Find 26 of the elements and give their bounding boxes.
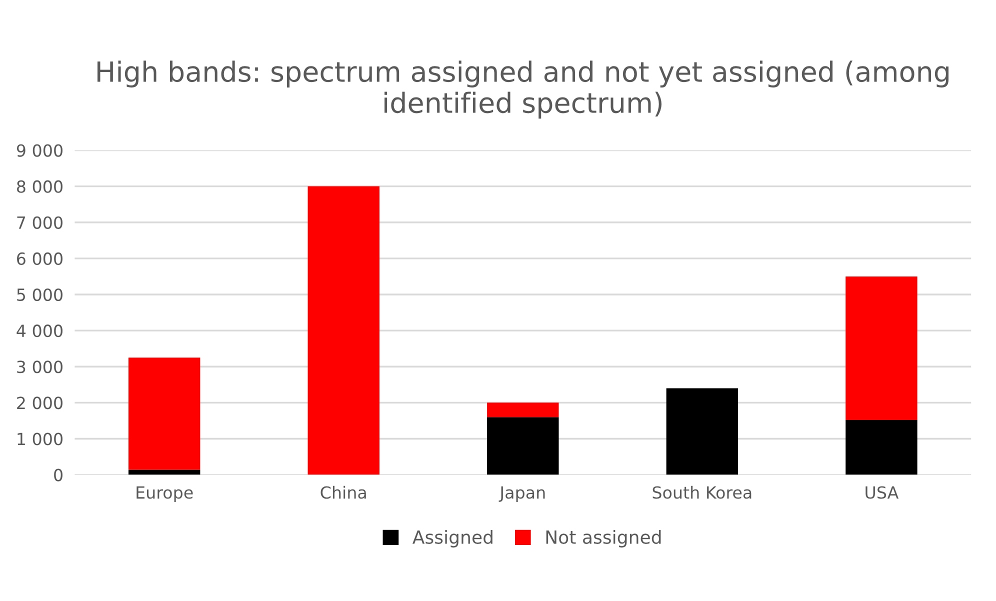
legend-label: Assigned bbox=[412, 530, 492, 548]
y-tick-label: 9 000 bbox=[16, 144, 62, 157]
x-tick-label: Japan bbox=[498, 486, 545, 502]
bar bbox=[846, 276, 918, 420]
y-tick-label: 7 000 bbox=[17, 216, 62, 229]
x-tick-label: USA bbox=[866, 486, 899, 499]
y-tick-label: 5 000 bbox=[17, 288, 62, 302]
y-tick-label: 3 000 bbox=[17, 360, 62, 374]
bar bbox=[128, 470, 200, 475]
x-tick-label: China bbox=[320, 486, 366, 499]
y-tick-label: 8 000 bbox=[17, 180, 62, 193]
y-tick-label: 0 bbox=[54, 468, 62, 482]
y-tick-label: 1 000 bbox=[18, 432, 62, 446]
y-tick-label: 4 000 bbox=[16, 324, 62, 338]
bar bbox=[308, 186, 380, 475]
bar bbox=[128, 358, 200, 470]
bar bbox=[487, 402, 559, 418]
x-tick-label: South Korea bbox=[652, 486, 752, 499]
y-tick-label: 2 000 bbox=[17, 396, 62, 410]
bar bbox=[487, 417, 559, 475]
y-tick-label: 6 000 bbox=[17, 252, 62, 265]
chart-title: High bands: spectrum assigned and not yet assigned (among identified spectrum) bbox=[98, 60, 949, 119]
bar bbox=[846, 420, 918, 475]
x-tick-label: Europe bbox=[136, 486, 193, 502]
legend-label: Not assigned bbox=[546, 530, 661, 548]
bar bbox=[666, 388, 738, 475]
